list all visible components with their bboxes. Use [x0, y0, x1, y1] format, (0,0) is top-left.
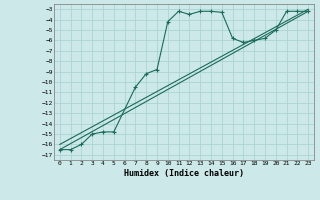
- X-axis label: Humidex (Indice chaleur): Humidex (Indice chaleur): [124, 169, 244, 178]
